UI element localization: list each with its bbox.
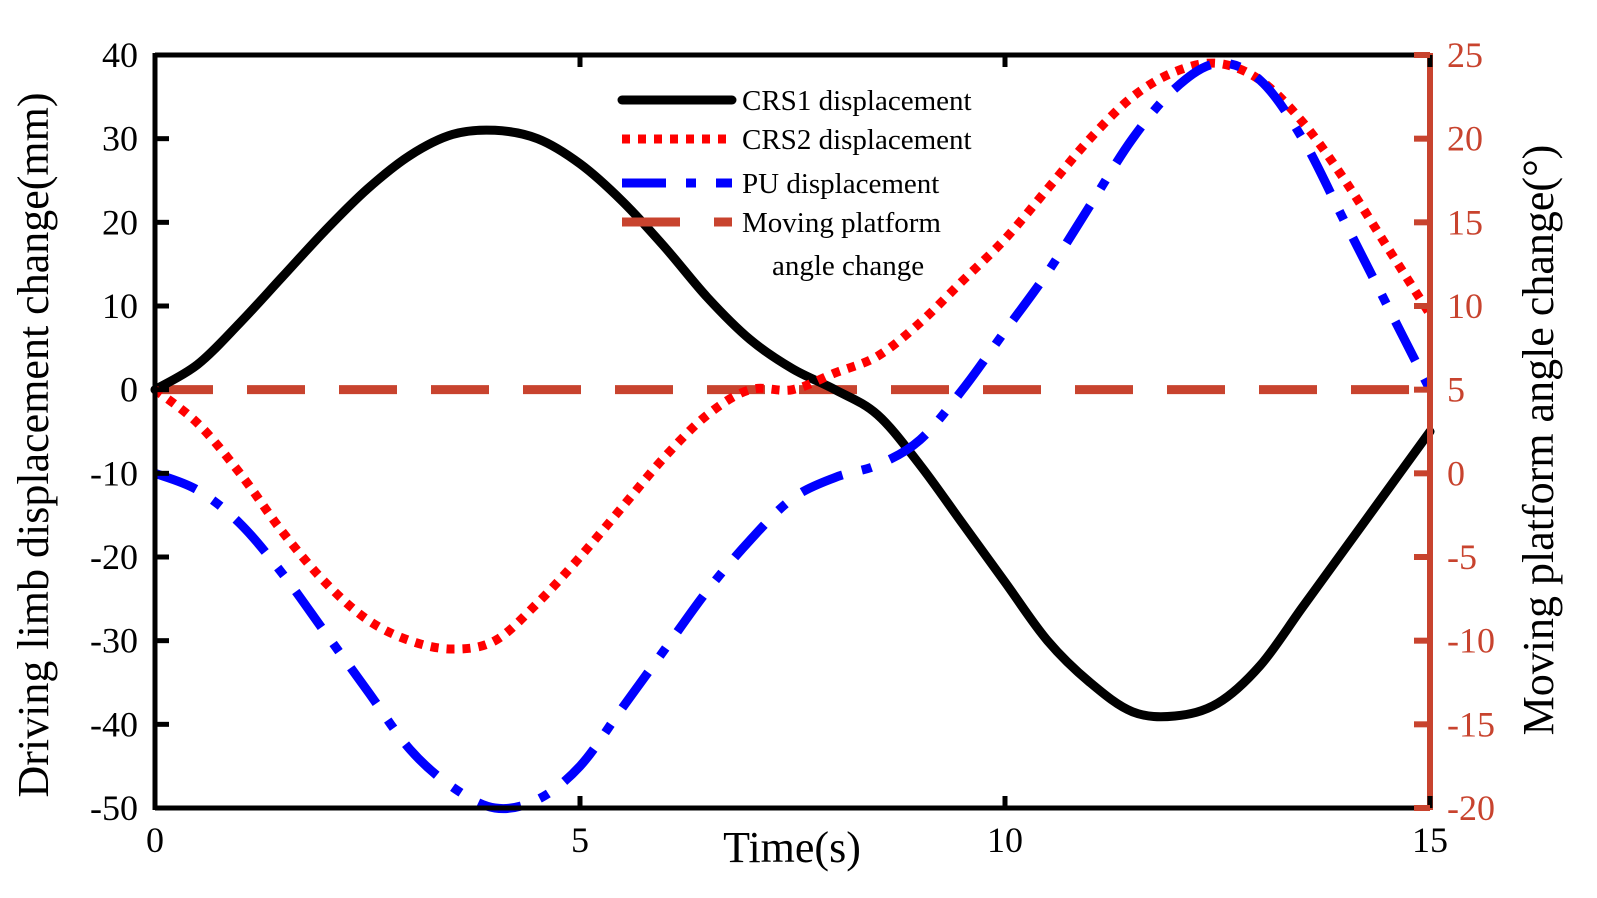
y-left-tick-label: -20 [90,537,138,577]
y-left-tick-label: -40 [90,704,138,744]
y-left-tick-label: 0 [120,370,138,410]
y-right-tick-label: -10 [1447,621,1495,661]
series-line-crs2-displacement [152,58,1434,654]
y-right-tick-label: 10 [1447,286,1483,326]
y-axis-right-title: Moving platform angle change(°) [1514,145,1563,736]
x-tick-label: 5 [571,820,589,860]
x-axis-title: Time(s) [723,823,861,872]
y-left-tick-label: -10 [90,453,138,493]
legend-label-1: CRS1 displacement [742,85,972,117]
y-left-tick-label: 20 [102,202,138,242]
legend-label-5: angle change [772,250,924,282]
series-line-crs1-displacement [150,125,1435,722]
plot-layer [155,55,1430,808]
y-axis-left-title: Driving limb displacement change(mm) [9,92,58,797]
y-left-tick-label: 30 [102,119,138,159]
x-tick-label: 0 [146,820,164,860]
y-right-tick-label: 20 [1447,119,1483,159]
series-layer [150,58,1435,814]
axes-layer: 0 5 10 15 40 30 20 10 0 -10 -20 -30 -40 -50 25 20 15 10 5 0… [90,35,1495,860]
y-right-tick-label: -5 [1447,537,1477,577]
x-tick-label: 10 [987,820,1023,860]
y-right-tick-label: 0 [1447,453,1465,493]
y-right-tick-label: -15 [1447,704,1495,744]
x-tick-label: 15 [1412,820,1448,860]
legend: CRS1 displacement CRS2 displacement PU dis… [617,85,972,282]
legend-label-4: Moving platform [742,207,941,239]
y-right-tick-label: 15 [1447,202,1483,242]
plot-area [155,55,1430,808]
series-line-pu-displacement [153,58,1435,814]
y-right-tick-label: -20 [1447,788,1495,828]
y-left-tick-label: -30 [90,621,138,661]
y-right-tick-label: 5 [1447,370,1465,410]
y-left-tick-label: 40 [102,35,138,75]
y-right-tick-label: 25 [1447,35,1483,75]
legend-label-2: CRS2 displacement [742,124,972,156]
legend-label-3: PU displacement [742,168,939,200]
y-left-tick-label: -50 [90,788,138,828]
y-left-tick-label: 10 [102,286,138,326]
